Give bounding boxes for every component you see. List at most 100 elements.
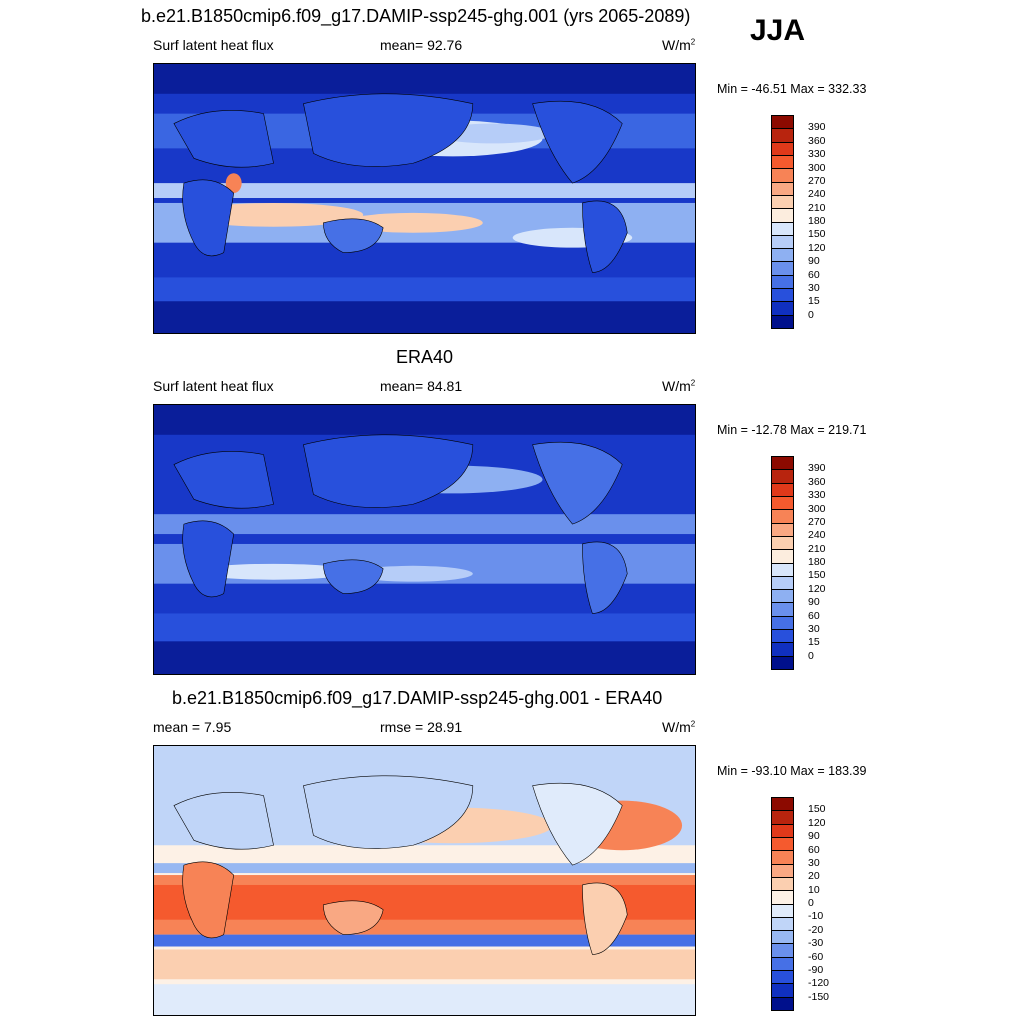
colorbar-tick-label: -10 <box>808 910 824 923</box>
panel1-title: b.e21.B1850cmip6.f09_g17.DAMIP-ssp245-gh… <box>141 6 691 26</box>
colorbar-tick-label: 15 <box>808 636 820 649</box>
colorbar-tick-label: 390 <box>808 462 826 475</box>
panel1-map-plot <box>154 64 695 333</box>
colorbar-swatch <box>772 142 793 156</box>
colorbar-swatch <box>772 656 793 669</box>
colorbar-swatch <box>772 315 793 328</box>
colorbar-swatch <box>772 209 793 223</box>
colorbar-swatch <box>772 917 793 932</box>
colorbar-swatch <box>772 116 793 130</box>
colorbar-tick-label: 240 <box>808 188 826 201</box>
colorbar-tick-label: -120 <box>808 977 830 990</box>
colorbar-tick-label: -90 <box>808 963 824 976</box>
panel1-mean-label: mean= 92.76 <box>380 37 463 53</box>
colorbar-swatch <box>772 302 793 316</box>
colorbar-tick-label: -30 <box>808 937 824 950</box>
colorbar-tick-label: 0 <box>808 308 814 321</box>
colorbar-swatch <box>772 643 793 657</box>
colorbar-tick-label: 180 <box>808 556 826 568</box>
panel2-variable-label: Surf latent heat flux <box>153 378 274 394</box>
colorbar-swatch <box>772 931 793 945</box>
colorbar-swatch <box>772 984 793 998</box>
colorbar-tick-label: 90 <box>808 596 820 609</box>
colorbar-swatch <box>772 877 793 892</box>
colorbar-swatch <box>772 904 793 918</box>
colorbar-tick-label: 210 <box>808 542 826 555</box>
colorbar-tick-label: -60 <box>808 950 824 963</box>
panel2-units: W/m2 <box>662 378 696 394</box>
colorbar-swatch <box>772 235 793 250</box>
colorbar-swatch <box>772 590 793 604</box>
colorbar-tick-label: 300 <box>808 161 826 174</box>
colorbar-tick-label: 60 <box>808 843 820 856</box>
panel2-mean-label: mean= 84.81 <box>380 378 463 394</box>
colorbar-swatch <box>772 457 793 471</box>
colorbar-tick-label: 30 <box>808 281 820 294</box>
colorbar-swatch <box>772 195 793 210</box>
colorbar-tick-label: 180 <box>808 215 826 227</box>
colorbar-swatch <box>772 510 793 524</box>
panel3-colorbar <box>771 797 794 1011</box>
panel1-minmax: Min = -46.51 Max = 332.33 <box>717 82 867 96</box>
colorbar-swatch <box>772 837 793 852</box>
colorbar-swatch <box>772 603 793 617</box>
colorbar-tick-label: 30 <box>808 622 820 635</box>
panel3-minmax: Min = -93.10 Max = 183.39 <box>717 764 867 778</box>
colorbar-tick-label: 20 <box>808 870 820 883</box>
colorbar-swatch <box>772 483 793 497</box>
colorbar-tick-label: 120 <box>808 241 826 254</box>
colorbar-tick-label: 60 <box>808 609 820 622</box>
colorbar-swatch <box>772 851 793 865</box>
colorbar-swatch <box>772 182 793 196</box>
colorbar-tick-label: 0 <box>808 897 814 909</box>
panel1-variable-label: Surf latent heat flux <box>153 37 274 53</box>
colorbar-swatch <box>772 997 793 1010</box>
colorbar-swatch <box>772 155 793 170</box>
panel1-units: W/m2 <box>662 37 696 53</box>
colorbar-swatch <box>772 957 793 972</box>
panel3-title: b.e21.B1850cmip6.f09_g17.DAMIP-ssp245-gh… <box>172 688 663 708</box>
colorbar-swatch <box>772 971 793 985</box>
panel2-minmax: Min = -12.78 Max = 219.71 <box>717 423 867 437</box>
panel1-map <box>153 63 696 334</box>
panel1-colorbar <box>771 115 794 329</box>
colorbar-tick-label: 150 <box>808 228 826 241</box>
colorbar-swatch <box>772 798 793 812</box>
colorbar-tick-label: 330 <box>808 148 826 161</box>
colorbar-tick-label: 0 <box>808 649 814 662</box>
panel2-map <box>153 404 696 675</box>
colorbar-swatch <box>772 249 793 263</box>
colorbar-tick-label: -20 <box>808 923 824 936</box>
colorbar-tick-label: 330 <box>808 489 826 502</box>
colorbar-tick-label: 390 <box>808 121 826 134</box>
colorbar-swatch <box>772 262 793 276</box>
colorbar-swatch <box>772 630 793 644</box>
colorbar-swatch <box>772 275 793 290</box>
colorbar-tick-label: 30 <box>808 856 820 869</box>
colorbar-swatch <box>772 864 793 878</box>
colorbar-swatch <box>772 289 793 303</box>
colorbar-tick-label: 90 <box>808 255 820 268</box>
colorbar-swatch <box>772 470 793 484</box>
colorbar-tick-label: 10 <box>808 883 820 896</box>
season-label: JJA <box>750 14 806 47</box>
colorbar-tick-label: 360 <box>808 134 826 147</box>
colorbar-swatch <box>772 496 793 511</box>
colorbar-swatch <box>772 550 793 564</box>
colorbar-swatch <box>772 811 793 825</box>
colorbar-swatch <box>772 536 793 551</box>
panel3-map-plot <box>154 746 695 1015</box>
colorbar-tick-label: 120 <box>808 582 826 595</box>
colorbar-tick-label: 90 <box>808 830 820 843</box>
panel2-colorbar <box>771 456 794 670</box>
colorbar-swatch <box>772 824 793 838</box>
colorbar-swatch <box>772 129 793 143</box>
panel3-units: W/m2 <box>662 719 696 735</box>
colorbar-tick-label: 150 <box>808 569 826 582</box>
colorbar-tick-label: 15 <box>808 295 820 308</box>
colorbar-swatch <box>772 523 793 537</box>
colorbar-tick-label: -150 <box>808 990 830 1003</box>
colorbar-swatch <box>772 222 793 236</box>
colorbar-swatch <box>772 576 793 591</box>
colorbar-swatch <box>772 169 793 183</box>
